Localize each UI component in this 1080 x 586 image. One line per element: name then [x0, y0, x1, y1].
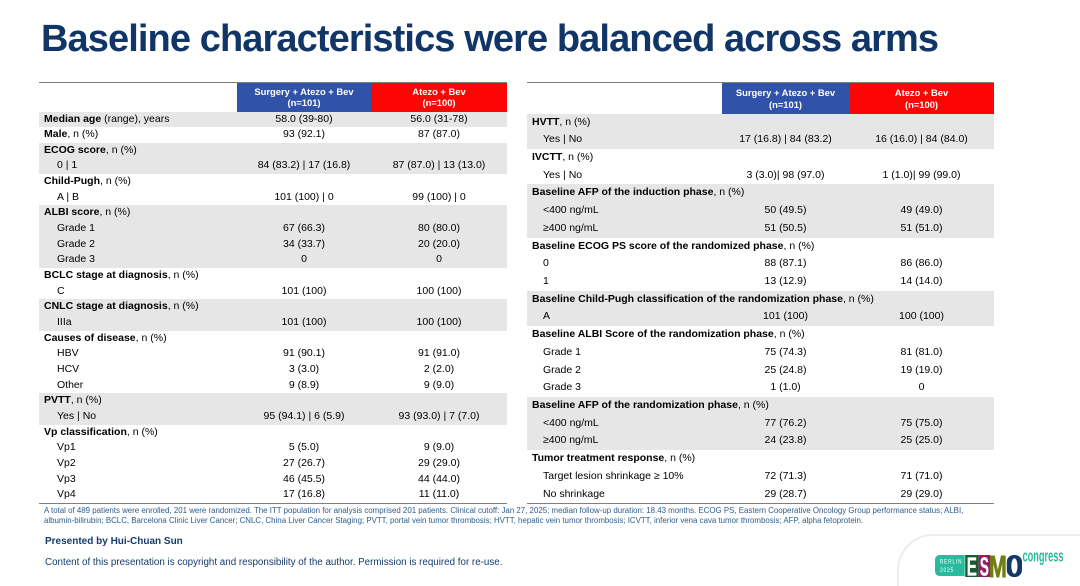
svg-text:2025: 2025	[940, 568, 954, 575]
svg-text:E: E	[967, 552, 977, 581]
svg-text:S: S	[980, 553, 989, 582]
svg-text:BERLIN: BERLIN	[940, 559, 962, 566]
svg-text:congress: congress	[1023, 548, 1064, 565]
svg-text:M: M	[989, 549, 1007, 584]
